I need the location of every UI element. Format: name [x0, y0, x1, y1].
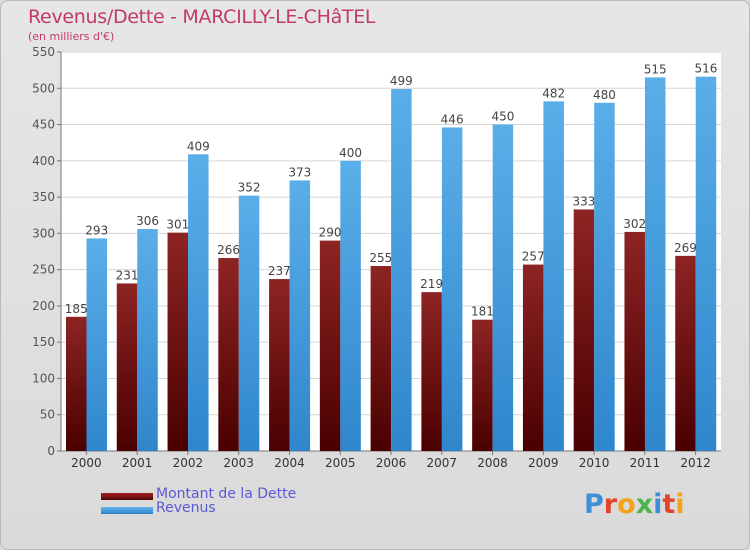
- bar-revenus: [340, 160, 361, 451]
- bar-dette: [624, 231, 645, 451]
- data-label-revenus: 480: [593, 88, 616, 102]
- data-label-dette: 290: [319, 226, 342, 240]
- y-tick-label: 350: [32, 190, 55, 204]
- x-tick-label: 2007: [426, 456, 457, 470]
- data-label-revenus: 306: [136, 214, 159, 228]
- data-label-dette: 185: [65, 302, 88, 316]
- bar-dette: [522, 264, 544, 451]
- bar-dette: [269, 279, 290, 451]
- bar-dette: [370, 266, 392, 451]
- bar-dette: [472, 319, 493, 451]
- data-label-revenus: 373: [288, 165, 311, 179]
- bar-revenus: [289, 180, 311, 451]
- bar-dette: [218, 258, 239, 451]
- logo-letter: i: [653, 489, 663, 520]
- x-tick-label: 2010: [579, 456, 610, 470]
- chart-title: Revenus/Dette - MARCILLY-LE-CHâTEL: [28, 6, 376, 28]
- y-tick-label: 150: [32, 335, 55, 349]
- x-tick-label: 2005: [325, 456, 356, 470]
- data-label-revenus: 450: [491, 110, 514, 124]
- data-label-revenus: 400: [339, 146, 362, 160]
- proxiti-logo: Proxiti: [584, 489, 685, 520]
- y-tick-label: 500: [32, 81, 55, 95]
- data-label-revenus: 516: [695, 62, 718, 76]
- bar-dette: [66, 316, 87, 451]
- x-tick-label: 2012: [680, 456, 711, 470]
- data-label-revenus: 293: [85, 223, 108, 237]
- data-label-dette: 266: [217, 243, 240, 257]
- bar-revenus: [644, 77, 666, 452]
- data-label-revenus: 409: [187, 139, 210, 153]
- x-tick-label: 2000: [71, 456, 102, 470]
- legend-swatch-dette: [101, 493, 153, 500]
- bar-revenus: [594, 102, 615, 452]
- y-tick-label: 250: [32, 263, 55, 277]
- bar-revenus: [86, 238, 107, 451]
- y-tick-label: 50: [40, 408, 55, 422]
- data-label-revenus: 499: [390, 74, 413, 88]
- data-label-revenus: 482: [542, 86, 565, 100]
- data-label-dette: 269: [674, 241, 697, 255]
- bar-dette: [319, 240, 341, 451]
- y-tick-label: 450: [32, 118, 55, 132]
- x-tick-label: 2006: [376, 456, 407, 470]
- bar-revenus: [695, 76, 717, 451]
- data-label-dette: 302: [623, 217, 646, 231]
- legend-label-revenus: Revenus: [156, 500, 216, 516]
- x-tick-label: 2003: [223, 456, 254, 470]
- data-label-revenus: 352: [238, 181, 261, 195]
- x-tick-label: 2004: [274, 456, 305, 470]
- bar-revenus: [441, 127, 463, 452]
- bar-dette: [573, 209, 595, 451]
- bar-dette: [421, 292, 442, 451]
- legend-label-dette: Montant de la Dette: [156, 486, 297, 502]
- data-label-dette: 237: [268, 264, 291, 278]
- data-label-dette: 255: [369, 251, 392, 265]
- bar-dette: [675, 255, 696, 451]
- data-label-dette: 231: [116, 268, 139, 282]
- bar-dette: [167, 232, 189, 451]
- y-tick-label: 200: [32, 299, 55, 313]
- chart-subtitle: (en milliers d'€): [28, 30, 115, 43]
- data-label-dette: 219: [420, 277, 443, 291]
- logo-letter: i: [675, 489, 685, 520]
- bar-revenus: [137, 229, 158, 451]
- bar-dette: [116, 283, 138, 451]
- logo-letter: r: [603, 489, 618, 520]
- x-tick-label: 2002: [173, 456, 204, 470]
- y-tick-label: 100: [32, 371, 55, 385]
- data-label-dette: 257: [522, 250, 545, 264]
- x-tick-label: 2008: [477, 456, 508, 470]
- data-label-dette: 301: [166, 218, 189, 232]
- logo-letter: t: [662, 489, 676, 520]
- bar-revenus: [492, 124, 514, 451]
- y-tick-label: 300: [32, 226, 55, 240]
- bar-revenus: [188, 154, 209, 451]
- x-tick-label: 2011: [630, 456, 661, 470]
- logo-letter: x: [635, 489, 654, 520]
- logo-letter: P: [584, 489, 604, 520]
- data-label-revenus: 446: [441, 112, 464, 126]
- bar-revenus: [238, 195, 260, 451]
- bar-revenus: [391, 88, 412, 452]
- x-tick-label: 2001: [122, 456, 153, 470]
- logo-letter: o: [617, 489, 636, 520]
- data-label-revenus: 515: [644, 62, 667, 76]
- y-tick-label: 550: [32, 45, 55, 59]
- data-label-dette: 333: [572, 194, 595, 208]
- y-tick-label: 400: [32, 154, 55, 168]
- legend-swatch-revenus: [101, 507, 153, 514]
- bar-revenus: [543, 101, 564, 452]
- x-tick-label: 2009: [528, 456, 559, 470]
- y-tick-label: 0: [47, 444, 55, 458]
- data-label-dette: 181: [471, 305, 494, 319]
